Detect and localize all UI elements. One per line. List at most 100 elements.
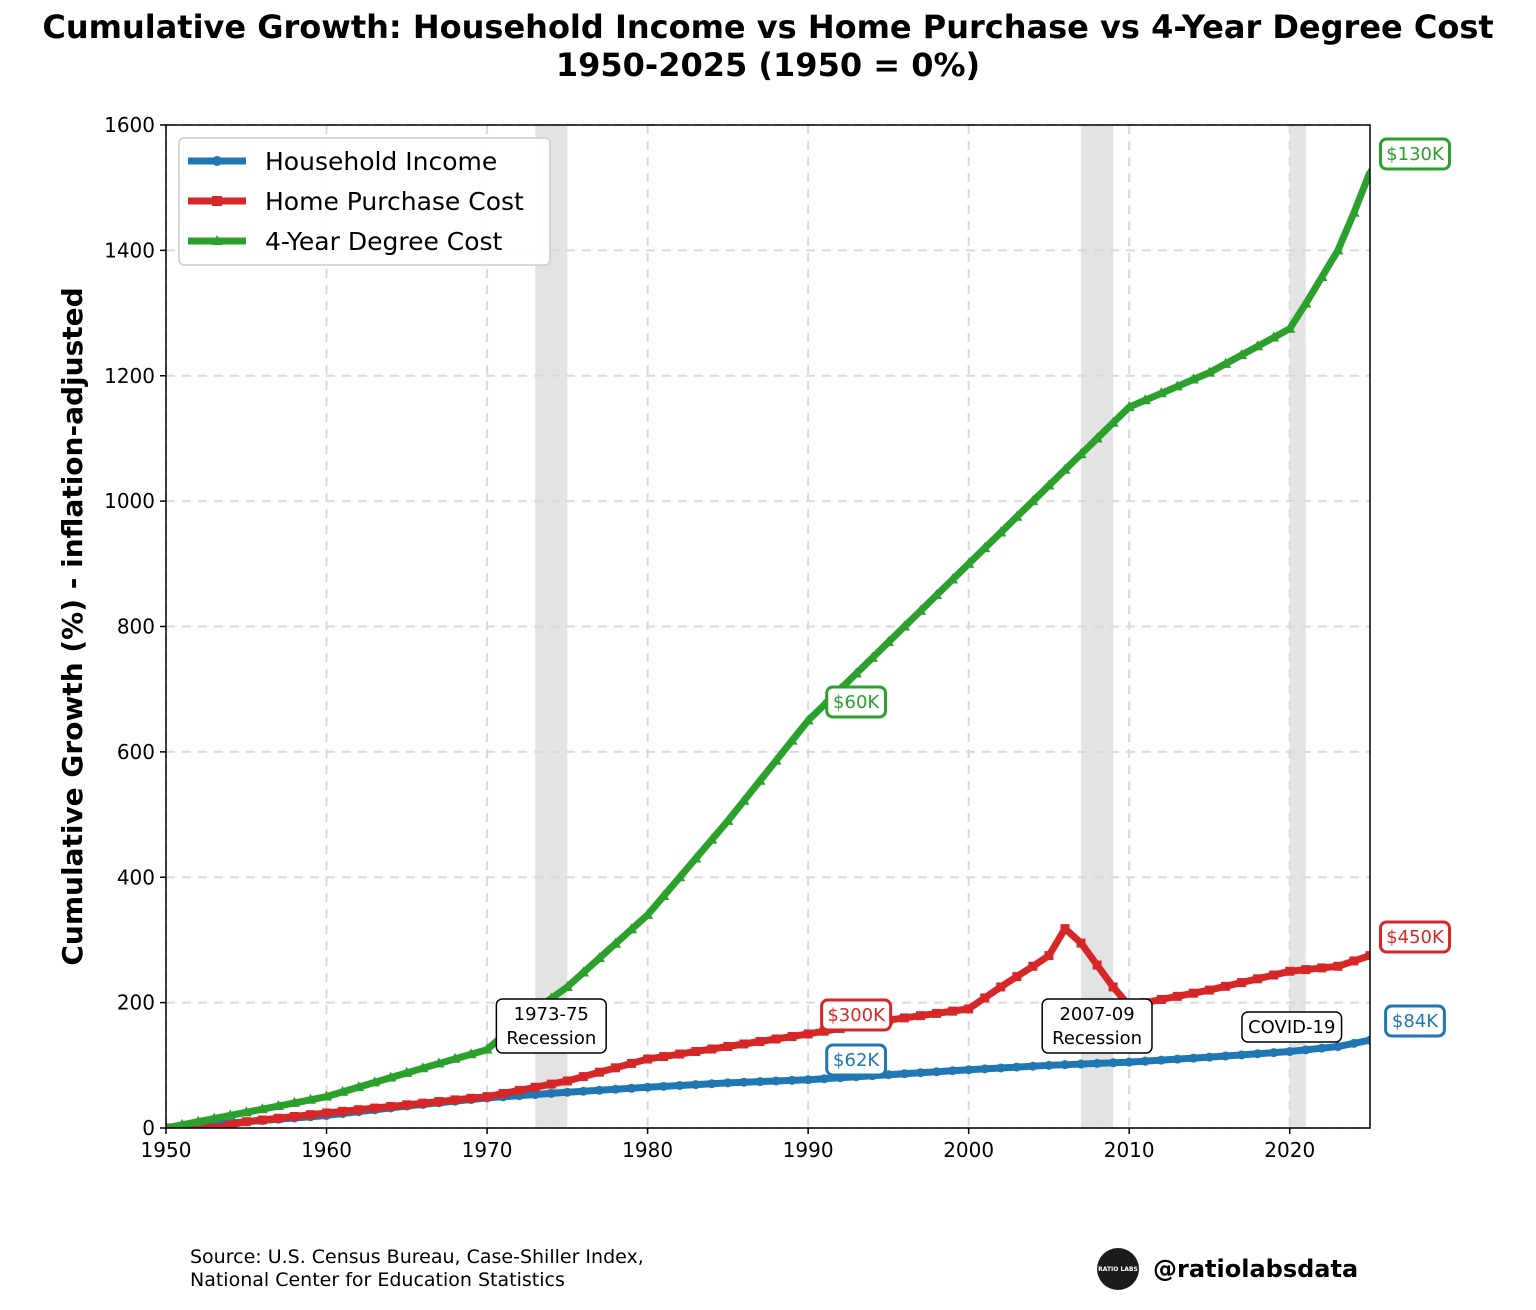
data-point [1364,166,1370,177]
data-point [948,1066,958,1076]
data-point [995,526,1007,537]
data-point [594,1085,604,1095]
data-point [1204,1052,1214,1062]
data-point [739,1077,749,1087]
data-point [802,714,814,725]
data-point [1155,387,1167,398]
value-annotation: $300K [820,998,893,1032]
brand: RATIO LABS @ratiolabsdata [1097,1248,1358,1290]
source-note: Source: U.S. Census Bureau, Case-Shiller… [190,1246,644,1292]
data-point [272,1100,284,1111]
data-point [1044,951,1054,961]
data-point [273,1113,283,1123]
data-point [963,557,975,568]
data-point [1285,966,1295,976]
data-point [1187,373,1199,384]
data-point [609,937,621,948]
legend-item: 4-Year Degree Cost [188,227,503,256]
data-point [594,1067,604,1077]
data-point [369,1076,381,1087]
data-point [771,1034,781,1044]
data-point [1365,951,1370,961]
data-point [1156,994,1166,1004]
legend-box [178,137,551,266]
data-point [546,1079,556,1089]
recession-label-text: Recession [1052,1028,1142,1049]
data-point [240,1106,252,1117]
data-point [1028,1061,1038,1071]
data-point [642,908,654,919]
data-point [166,1122,170,1128]
value-annotation: $62K [825,1043,888,1077]
data-point [996,982,1006,992]
data-point [1044,1060,1054,1070]
data-point [626,923,638,934]
data-point [980,993,990,1003]
data-point [819,1026,829,1036]
recession-label-box [495,998,607,1054]
legend: Household Income Home Purchase Cost 4-Year… [178,137,551,266]
data-point [402,1100,412,1110]
y-tick-label: 800 [117,615,155,639]
y-tick-label: 1200 [104,364,155,388]
data-point [1317,963,1327,973]
value-annotation-text: $62K [833,1050,880,1071]
plot-frame [165,124,1371,1129]
series-line [166,170,1370,1128]
data-point [305,1110,315,1120]
brand-handle: @ratiolabsdata [1153,1255,1359,1283]
data-point [514,1085,524,1095]
data-point [754,774,766,785]
data-point [450,1095,460,1105]
data-point [1333,1042,1343,1052]
recession-label-text: 1973-75 [514,1004,589,1025]
data-point [1269,970,1279,980]
source-line-2: National Center for Education Statistics [190,1269,565,1291]
data-point [932,1008,942,1018]
data-point [401,1066,413,1077]
data-point [1060,924,1070,934]
data-point [1188,988,1198,998]
data-point [1028,961,1038,971]
data-point [899,1013,909,1023]
data-point [627,1083,637,1093]
legend-marker [212,196,222,206]
data-point [980,1064,990,1074]
source-line-1: Source: U.S. Census Bureau, Case-Shiller… [190,1246,644,1268]
data-point [787,1031,797,1041]
data-point [1172,991,1182,1001]
data-point [1285,1047,1295,1057]
data-point [691,1047,701,1057]
recession-label-text: Recession [506,1028,596,1049]
data-point [1156,1055,1166,1065]
value-annotation-box [1384,1004,1446,1038]
data-point [659,1081,669,1091]
data-point [481,1043,493,1054]
data-point [755,1036,765,1046]
data-point [866,651,878,662]
data-point [739,1039,749,1049]
data-point [850,667,862,678]
x-tick-label: 1960 [301,1138,352,1162]
recession-label-text: 2007-09 [1059,1004,1134,1025]
data-point [932,1067,942,1077]
data-point [1221,1051,1231,1061]
data-point [691,1080,701,1090]
value-annotation-text: $300K [827,1005,886,1026]
recession-label: COVID-19 [1241,1011,1343,1043]
data-point [208,1112,220,1123]
y-tick-label: 1600 [104,113,155,137]
data-point [1108,982,1118,992]
data-point [433,1057,445,1068]
data-point [675,1049,685,1059]
data-point [899,1069,909,1079]
data-point [964,1004,974,1014]
legend-item: Household Income [188,147,497,176]
y-tick-label: 1000 [104,489,155,513]
data-point [675,1080,685,1090]
legend-label: Household Income [265,147,497,176]
x-tick-label: 2010 [1104,1138,1155,1162]
data-point [337,1085,349,1096]
data-point [256,1103,268,1114]
legend-label: Home Purchase Cost [265,187,524,216]
